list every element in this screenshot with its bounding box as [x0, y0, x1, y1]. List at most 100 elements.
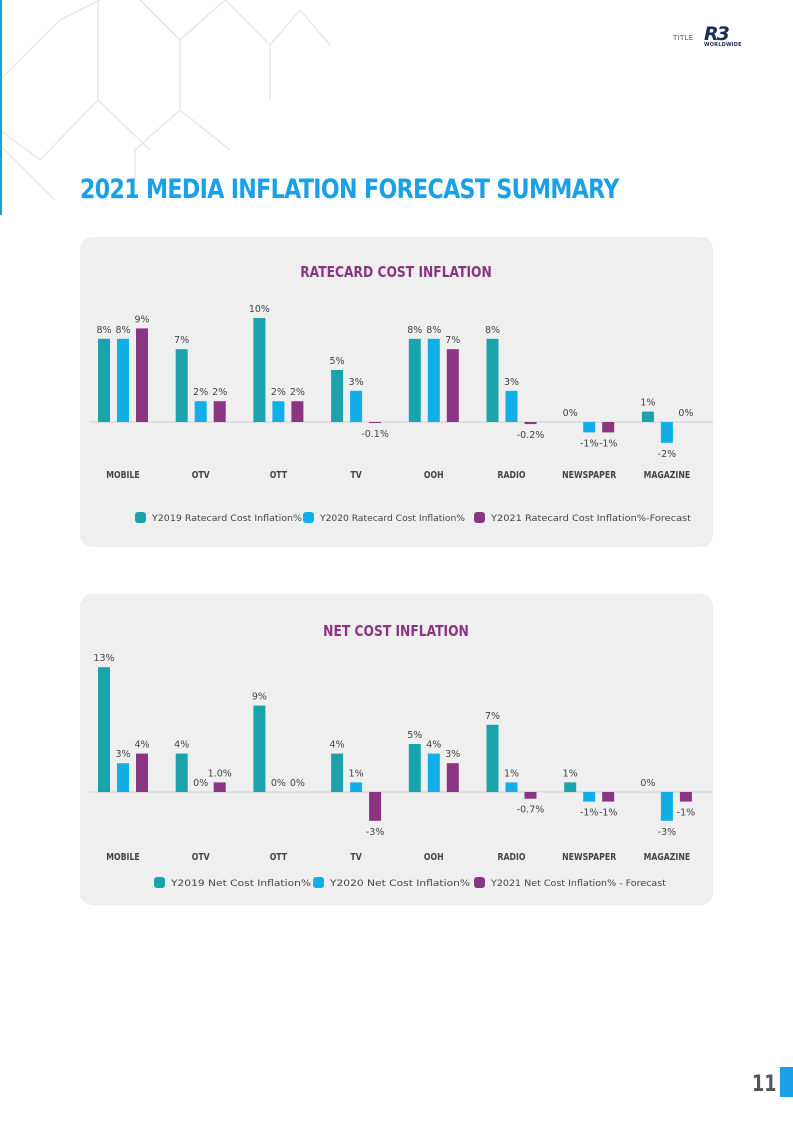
data-label: 1% — [563, 768, 578, 779]
category-label-magazine: MAGAZINE — [644, 470, 691, 481]
legend-swatch-2 — [303, 512, 314, 523]
bar-otv-series-2 — [194, 401, 207, 422]
category-label-radio: RADIO — [498, 852, 526, 863]
bar-ott-series-1 — [253, 705, 266, 792]
data-label: 4% — [174, 740, 189, 751]
data-label: 3% — [115, 749, 130, 760]
bar-otv-series-1 — [175, 753, 188, 792]
left-edge-accent — [0, 0, 2, 215]
data-label: -3% — [366, 827, 385, 838]
data-label: -0.2% — [517, 430, 545, 441]
data-label: 4% — [134, 740, 149, 751]
data-label: 0% — [563, 408, 578, 419]
legend-swatch-3 — [474, 512, 485, 523]
data-label: -1% — [599, 808, 618, 819]
bar-tv-series-2 — [350, 782, 363, 792]
bar-magazine-series-2 — [660, 422, 673, 443]
bar-magazine-series-1 — [641, 411, 654, 422]
data-label: -1% — [677, 808, 696, 819]
data-label: 3% — [349, 377, 364, 388]
data-label: 3% — [445, 749, 460, 760]
data-label: 0% — [678, 408, 693, 419]
bar-newspaper-series-1 — [564, 782, 577, 792]
data-label: 8% — [96, 325, 111, 336]
bar-mobile-series-1 — [98, 338, 110, 422]
data-label: 1% — [504, 768, 519, 779]
data-label: 8% — [115, 325, 130, 336]
bar-mobile-series-2 — [117, 338, 129, 422]
bar-mobile-series-2 — [117, 763, 129, 792]
r3-logo: R3 WORLDWIDE — [704, 25, 748, 51]
data-label: 0% — [640, 778, 655, 789]
bar-ott-series-2 — [272, 401, 285, 422]
page-number-tab — [780, 1067, 793, 1097]
bar-tv-series-1 — [331, 753, 344, 792]
category-label-newspaper: NEWSPAPER — [562, 470, 616, 481]
bar-ooh-series-2 — [427, 753, 440, 792]
data-label: 4% — [426, 740, 441, 751]
bar-otv-series-3 — [213, 401, 226, 422]
category-label-newspaper: NEWSPAPER — [562, 852, 616, 863]
header-label: TITLE — [673, 34, 694, 42]
bar-otv-series-3 — [213, 782, 226, 792]
background-line-pattern — [0, 0, 331, 201]
category-label-ooh: OOH — [424, 852, 444, 863]
legend-swatch-2 — [313, 877, 324, 888]
bar-otv-series-1 — [175, 349, 188, 422]
data-label: 7% — [174, 335, 189, 346]
ratecard-cost-inflation-chart: RATECARD COST INFLATION 8% 8% 9% MOBILE 7% 2% 2… — [90, 264, 713, 524]
category-label-tv: TV — [350, 852, 362, 863]
net-cost-inflation-chart: NET COST INFLATION13%3%4%MOBILE4%0%1.0%O… — [90, 623, 713, 889]
category-label-magazine: MAGAZINE — [644, 852, 691, 863]
legend-label-1: Y2019 Net Cost Inflation% — [170, 879, 311, 889]
data-label: 9% — [252, 692, 267, 703]
data-label: 2% — [212, 387, 227, 398]
bar-ott-series-3 — [291, 401, 304, 422]
data-label: 5% — [330, 356, 345, 367]
data-label: -1% — [580, 808, 599, 819]
data-label: 9% — [134, 314, 149, 325]
bar-radio-series-3 — [524, 792, 537, 799]
ratecard-chart-panel: RATECARD COST INFLATION 8% 8% 9% MOBILE 7% 2% 2… — [80, 237, 713, 547]
bar-ooh-series-3 — [446, 763, 459, 792]
legend-swatch-1 — [135, 512, 146, 523]
bar-radio-series-1 — [486, 724, 499, 792]
bar-tv-series-3 — [369, 792, 382, 821]
legend-label-2: Y2020 Net Cost Inflation% — [329, 879, 470, 889]
data-label: 2% — [290, 387, 305, 398]
bar-ooh-series-1 — [408, 338, 421, 422]
logo-mark: R3 — [704, 23, 730, 45]
bar-mobile-series-3 — [136, 753, 148, 792]
bar-newspaper-series-2 — [583, 422, 596, 433]
legend-label-3: Y2021 Net Cost Inflation% - Forecast — [490, 879, 667, 889]
data-label: -0.1% — [361, 429, 389, 440]
data-label: 8% — [407, 325, 422, 336]
bar-newspaper-series-3 — [602, 792, 615, 802]
data-label: 0% — [290, 778, 305, 789]
category-label-mobile: MOBILE — [106, 470, 140, 481]
data-label: 1% — [640, 398, 655, 409]
data-label: -0.7% — [517, 805, 545, 816]
data-label: 2% — [271, 387, 286, 398]
legend-label-1: Y2019 Ratecard Cost Inflation% — [151, 514, 302, 524]
bar-ooh-series-1 — [408, 744, 421, 792]
data-label: 3% — [504, 377, 519, 388]
category-label-ott: OTT — [270, 852, 287, 863]
category-label-mobile: MOBILE — [106, 852, 140, 863]
data-label: 7% — [485, 711, 500, 722]
bar-mobile-series-1 — [98, 667, 110, 792]
data-label: -3% — [658, 827, 677, 838]
data-label: 0% — [271, 778, 286, 789]
data-label: 1% — [349, 768, 364, 779]
bar-tv-series-1 — [331, 370, 344, 422]
bar-tv-series-3 — [369, 422, 382, 424]
bar-radio-series-1 — [486, 338, 499, 422]
net-cost-chart-panel: NET COST INFLATION 13% 3% 4% MOBILE 4% 0% 1.0% O… — [80, 594, 713, 905]
data-label: 8% — [485, 325, 500, 336]
bar-magazine-series-3 — [679, 792, 692, 802]
chart-title: RATECARD COST INFLATION — [300, 264, 492, 281]
bar-ooh-series-2 — [427, 338, 440, 422]
bar-ott-series-1 — [253, 318, 266, 422]
logo-subtext: WORLDWIDE — [704, 42, 742, 48]
category-label-tv: TV — [350, 470, 362, 481]
